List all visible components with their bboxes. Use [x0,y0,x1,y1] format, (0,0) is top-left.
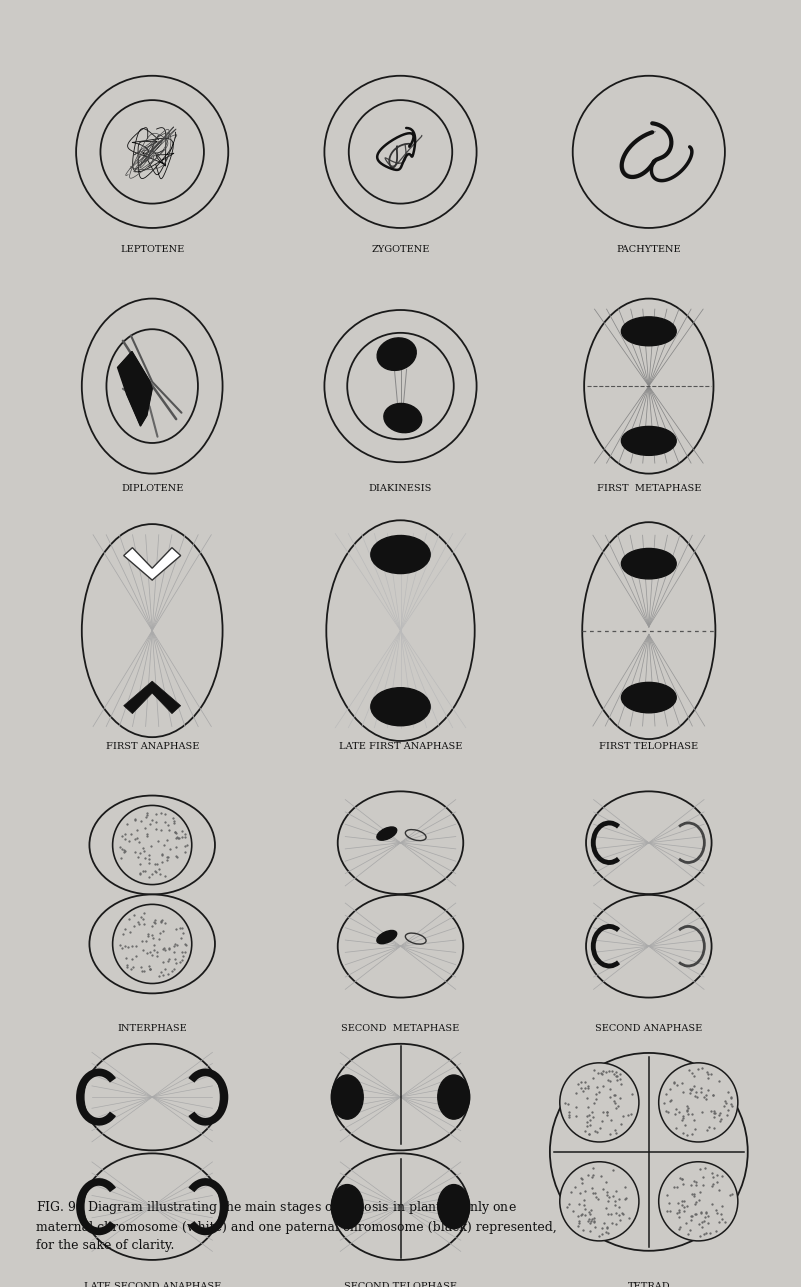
Text: FIRST  METAPHASE: FIRST METAPHASE [597,484,701,493]
Text: INTERPHASE: INTERPHASE [117,1024,187,1033]
Circle shape [348,333,453,439]
Ellipse shape [338,792,463,894]
Ellipse shape [622,317,676,346]
Text: FIRST ANAPHASE: FIRST ANAPHASE [106,743,199,752]
Ellipse shape [622,682,676,713]
Ellipse shape [377,828,396,840]
Polygon shape [123,548,181,580]
Text: LATE FIRST ANAPHASE: LATE FIRST ANAPHASE [339,743,462,752]
Circle shape [324,310,477,462]
Polygon shape [123,681,181,713]
Circle shape [348,100,453,203]
Ellipse shape [586,894,711,997]
Ellipse shape [90,894,215,994]
Ellipse shape [332,1044,469,1151]
Circle shape [573,76,725,228]
Circle shape [76,76,228,228]
Ellipse shape [332,1184,363,1229]
Text: SECOND  METAPHASE: SECOND METAPHASE [341,1024,460,1033]
Polygon shape [118,351,152,426]
Ellipse shape [371,535,430,574]
Ellipse shape [326,520,475,741]
Ellipse shape [622,426,676,456]
Circle shape [100,100,204,203]
Circle shape [324,76,477,228]
Ellipse shape [438,1075,469,1120]
Text: TETRAD: TETRAD [627,1282,670,1287]
Circle shape [658,1162,738,1241]
Text: DIAKINESIS: DIAKINESIS [368,484,433,493]
Ellipse shape [384,403,421,432]
Ellipse shape [82,299,223,474]
Text: LEPTOTENE: LEPTOTENE [120,245,184,254]
Ellipse shape [107,329,198,443]
Text: F$\mathregular{IG}$. 9.  Diagram illustrating the main stages of meiosis in plan: F$\mathregular{IG}$. 9. Diagram illustra… [36,1199,557,1252]
Circle shape [658,1063,738,1142]
Circle shape [113,905,191,983]
Text: SECOND ANAPHASE: SECOND ANAPHASE [595,1024,702,1033]
Ellipse shape [550,1053,748,1251]
Ellipse shape [332,1153,469,1260]
Ellipse shape [338,894,463,997]
Ellipse shape [332,1075,363,1120]
Circle shape [113,806,191,884]
Ellipse shape [582,523,715,739]
Text: PACHYTENE: PACHYTENE [617,245,681,254]
Ellipse shape [83,1044,221,1151]
Ellipse shape [377,931,396,943]
Ellipse shape [82,524,223,737]
Ellipse shape [90,795,215,894]
Circle shape [560,1162,639,1241]
Ellipse shape [377,338,417,371]
Text: ZYGOTENE: ZYGOTENE [372,245,429,254]
Text: FIRST TELOPHASE: FIRST TELOPHASE [599,743,698,752]
Ellipse shape [438,1184,469,1229]
Text: LATE SECOND ANAPHASE: LATE SECOND ANAPHASE [83,1282,221,1287]
Ellipse shape [584,299,714,474]
Text: SECOND TELOPHASE: SECOND TELOPHASE [344,1282,457,1287]
Ellipse shape [586,792,711,894]
Text: DIPLOTENE: DIPLOTENE [121,484,183,493]
Ellipse shape [83,1153,221,1260]
Ellipse shape [371,687,430,726]
Circle shape [560,1063,639,1142]
Ellipse shape [622,548,676,579]
